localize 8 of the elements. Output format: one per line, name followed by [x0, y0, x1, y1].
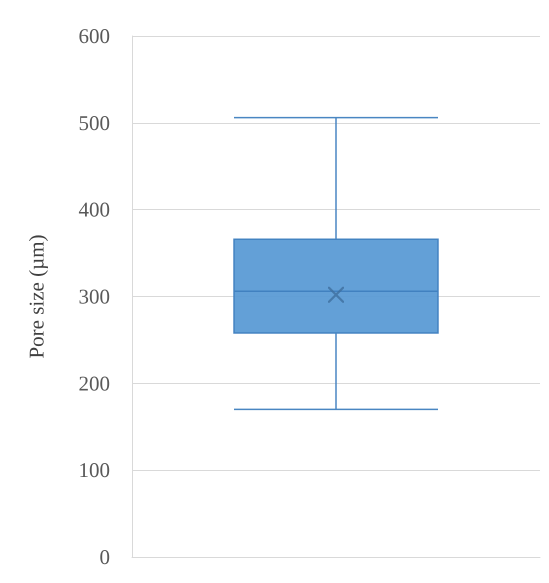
y-tick-label: 100 [78, 458, 110, 482]
y-tick-label: 500 [78, 110, 110, 135]
y-axis-title: Pore size (µm) [24, 234, 48, 359]
y-tick-label: 0 [100, 545, 110, 569]
y-tick-label: 300 [78, 284, 110, 308]
y-tick-label: 600 [78, 24, 110, 48]
y-tick-label: 400 [78, 198, 110, 222]
y-tick-label: 200 [78, 371, 110, 396]
